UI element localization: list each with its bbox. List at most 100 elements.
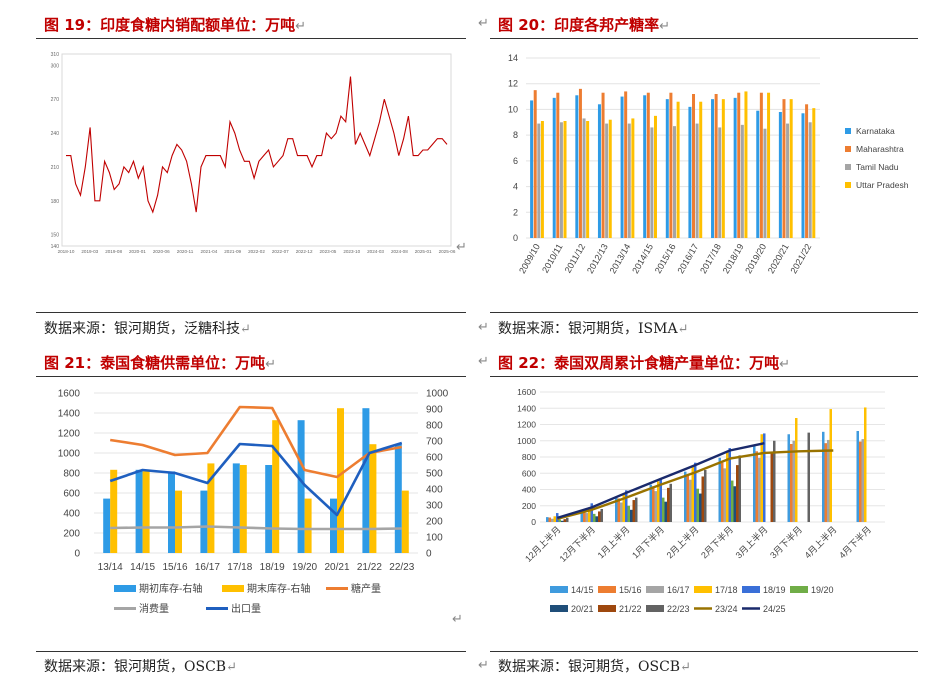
chart-22-thailand-biweekly-production: 0 200 400 600 800 1000 1200 1400 1600 12月上半月12月下半… — [517, 387, 885, 614]
y-tick-label: 210 — [51, 165, 60, 171]
x-tick-label: 2020-06 — [153, 249, 170, 254]
chart-20-left-mark: ↵ — [478, 16, 489, 31]
bar — [728, 448, 731, 522]
bar — [330, 498, 337, 553]
x-tick-label: 2021/22 — [788, 242, 813, 275]
bar — [605, 123, 609, 238]
bar — [582, 118, 586, 238]
bar — [665, 99, 669, 238]
x-tick-label: 2023-10 — [343, 249, 360, 254]
bar — [362, 408, 370, 553]
bar — [744, 91, 748, 238]
y-right-tick-label: 600 — [426, 453, 443, 464]
x-tick-label: 2020-11 — [177, 249, 194, 254]
y-left-tick-label: 1000 — [58, 449, 81, 460]
bar — [692, 94, 696, 238]
bar — [718, 127, 722, 238]
bar — [789, 99, 793, 238]
legend-label: 24/25 — [763, 604, 786, 614]
bar — [756, 110, 760, 238]
bar — [272, 420, 280, 553]
legend-swatch — [114, 585, 136, 592]
legend-label: 20/21 — [571, 604, 594, 614]
bar — [615, 497, 618, 522]
x-tick-label: 19/20 — [292, 562, 317, 573]
bar — [561, 520, 564, 522]
y-left-tick-label: 400 — [63, 509, 80, 520]
chart-19-rule — [36, 38, 466, 39]
bar — [401, 490, 409, 553]
y-right-tick-label: 500 — [426, 469, 443, 480]
y-tick-label: 10 — [508, 104, 518, 114]
y-right-tick-label: 400 — [426, 485, 443, 496]
bar — [699, 101, 703, 238]
legend-swatch — [550, 605, 568, 612]
bar — [135, 469, 143, 553]
x-tick-label: 2020/21 — [766, 242, 791, 275]
x-tick-label: 2012/13 — [585, 242, 610, 275]
x-tick-label: 18/19 — [260, 562, 285, 573]
legend-label: 15/16 — [619, 585, 642, 595]
bar — [773, 440, 776, 522]
legend-label: Uttar Pradesh — [856, 180, 909, 190]
y-tick-label: 12 — [508, 79, 518, 89]
x-tick-label: 2019-08 — [105, 249, 122, 254]
bar — [337, 408, 344, 553]
legend-swatch — [222, 585, 244, 592]
y-right-tick-label: 300 — [426, 501, 443, 512]
x-tick-label: 2022-12 — [296, 249, 313, 254]
series-line — [556, 442, 765, 520]
bar — [232, 463, 240, 553]
y-right-tick-label: 200 — [426, 517, 443, 528]
bar — [530, 100, 534, 238]
y-right-tick-label: 800 — [426, 421, 443, 432]
bar — [667, 487, 670, 522]
bar — [714, 94, 718, 238]
legend-swatch — [845, 146, 851, 152]
x-tick-label: 2011/12 — [563, 242, 588, 275]
bar — [657, 481, 660, 522]
y-right-tick-label: 0 — [426, 549, 432, 560]
chart-21-source-rule — [36, 651, 466, 652]
x-tick-label: 2014/15 — [630, 242, 655, 275]
bar — [726, 451, 729, 522]
legend-swatch — [598, 605, 616, 612]
bar — [593, 513, 596, 522]
bar — [795, 418, 798, 522]
bar — [635, 497, 638, 522]
bar — [731, 480, 734, 522]
bar — [807, 432, 810, 522]
bar — [394, 444, 402, 553]
chart-20-source: 数据来源：银河期货，ISMA↵ — [498, 321, 689, 337]
legend-label: 23/24 — [715, 604, 738, 614]
legend-label: 期初库存-右轴 — [139, 582, 202, 595]
legend-label: 消费量 — [139, 602, 169, 615]
bar — [590, 503, 593, 522]
legend-swatch — [694, 586, 712, 593]
bar — [755, 451, 758, 522]
y-tick-label: 2 — [513, 207, 518, 217]
bar — [631, 118, 635, 238]
y-left-tick-label: 800 — [63, 469, 80, 480]
x-tick-label: 2022-02 — [248, 249, 265, 254]
bar — [861, 439, 864, 522]
bar — [723, 468, 726, 522]
bar — [718, 457, 721, 522]
bar — [556, 92, 560, 238]
bar — [782, 99, 786, 238]
bar — [673, 126, 676, 238]
bar — [558, 519, 561, 522]
bar — [822, 431, 825, 522]
bar — [175, 490, 182, 553]
bar — [625, 490, 628, 522]
bar — [805, 104, 809, 239]
bar — [548, 517, 551, 522]
bar — [812, 108, 816, 239]
x-tick-label: 2013/14 — [608, 242, 633, 275]
bar — [688, 106, 692, 238]
bar — [620, 96, 624, 238]
bar — [695, 123, 699, 238]
chart-19-india-quota-line: 140 150 180 210 240 270 300 310 2018-10 2019-03 20… — [51, 52, 456, 254]
x-tick-label: 15/16 — [162, 562, 187, 573]
bar — [110, 469, 118, 553]
